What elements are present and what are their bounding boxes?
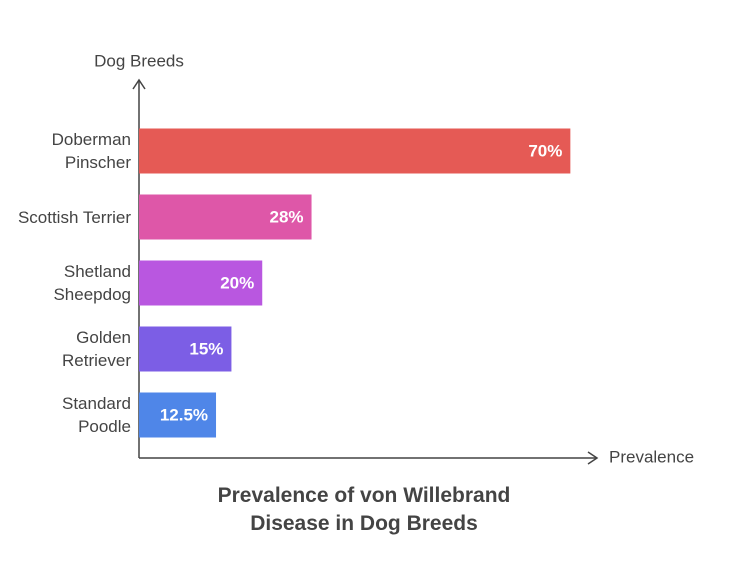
y-tick-label: Scottish Terrier — [11, 192, 131, 242]
category-text: Standard Poodle — [62, 394, 131, 436]
bar — [139, 326, 232, 372]
bar — [139, 194, 312, 240]
category-text: Golden Retriever — [62, 328, 131, 370]
value-label: 12.5% — [160, 405, 208, 424]
bar — [139, 128, 571, 174]
category-text: Shetland Sheepdog — [53, 262, 131, 304]
category-text: Scottish Terrier — [17, 207, 131, 227]
value-label: 15% — [189, 339, 223, 358]
value-label: 70% — [528, 141, 562, 160]
y-tick-label: Standard Poodle — [11, 390, 131, 440]
y-tick-label: Shetland Sheepdog — [11, 258, 131, 308]
value-label: 28% — [270, 207, 304, 226]
chart-title: Prevalence of von Willebrand Disease in … — [217, 484, 511, 535]
category-text: Doberman Pinscher — [51, 130, 131, 172]
y-axis-label: Dog Breeds — [94, 51, 184, 70]
value-label: 20% — [220, 273, 254, 292]
bar — [139, 392, 217, 438]
x-axis-arrow — [587, 451, 599, 465]
x-axis-label: Prevalence — [609, 447, 694, 466]
y-tick-label: Doberman Pinscher — [11, 126, 131, 176]
y-axis-arrow — [132, 78, 146, 90]
y-tick-label: Golden Retriever — [11, 324, 131, 374]
bar — [139, 260, 263, 306]
